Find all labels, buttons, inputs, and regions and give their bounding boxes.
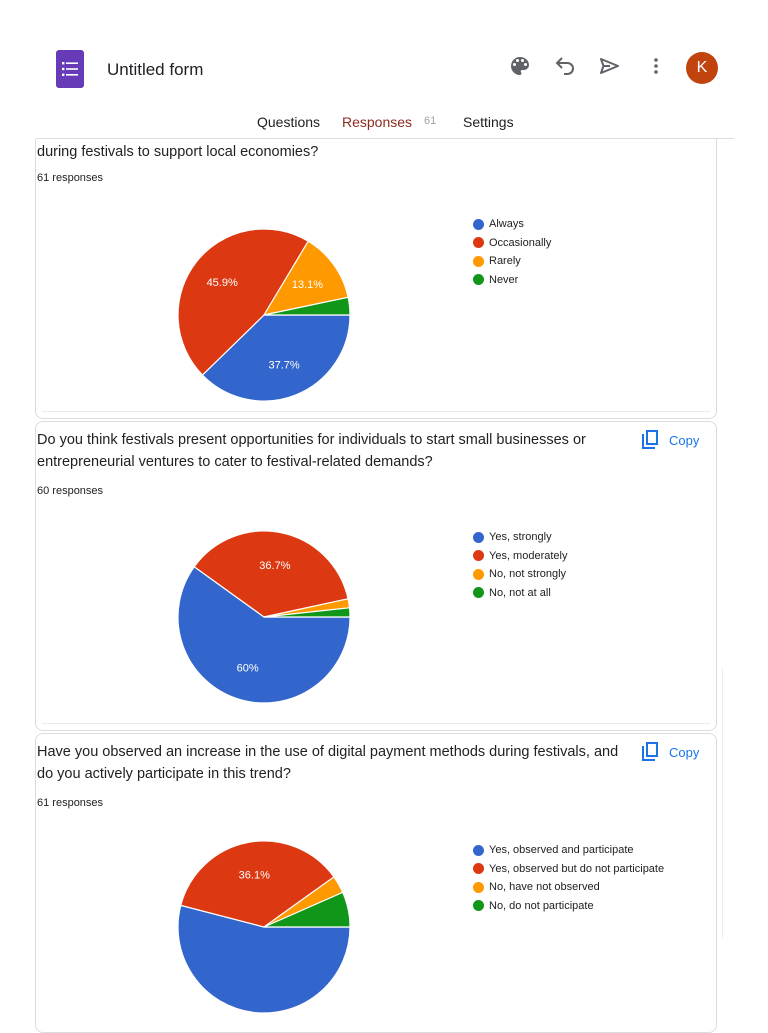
tab-questions[interactable]: Questions: [257, 114, 321, 130]
legend-item: Never: [473, 271, 551, 290]
pie-slice-no-not-at-all: [263, 607, 351, 618]
palette-icon[interactable]: [508, 54, 532, 78]
header-divider: [36, 138, 734, 139]
legend-item: No, not at all: [473, 584, 567, 603]
legend-item: Always: [473, 215, 551, 234]
tab-responses[interactable]: Responses: [342, 114, 413, 130]
copy-button[interactable]: Copy: [641, 740, 699, 764]
pie-data-label: 37.7%: [268, 359, 299, 371]
pie-slice-yes-observed-but-do-not-participate: [180, 840, 335, 928]
pie-slice-occasionally: [177, 228, 310, 376]
pie-slice-yes-moderately: [193, 530, 349, 618]
legend-item: Occasionally: [473, 234, 551, 253]
response-count: 61 responses: [37, 172, 104, 184]
undo-icon[interactable]: [553, 54, 577, 78]
legend-label: Yes, observed and participate: [489, 844, 634, 857]
legend-label: Rarely: [489, 255, 521, 268]
responses-count-badge: 61: [424, 115, 437, 127]
legend-swatch: [473, 237, 484, 249]
legend-item: No, not strongly: [473, 565, 567, 584]
legend-item: No, do not participate: [473, 897, 664, 916]
copy-icon: [642, 430, 658, 449]
legend-swatch: [473, 881, 484, 893]
question-card: Have you observed an increase in the use…: [35, 733, 717, 1033]
response-count: 61 responses: [37, 797, 104, 809]
forms-logo-icon[interactable]: [56, 50, 84, 88]
pie-slice-no-do-not-participate: [263, 891, 351, 928]
legend-swatch: [473, 255, 484, 267]
pie-slice-always: [201, 314, 351, 402]
chart-legend: Yes, strongly Yes, moderately No, not st…: [473, 528, 567, 602]
form-title[interactable]: Untitled form: [107, 60, 204, 79]
legend-swatch: [473, 531, 484, 543]
pie-data-label: 36.1%: [239, 870, 270, 882]
question-title: Have you observed an increase in the use…: [37, 744, 619, 782]
legend-item: Yes, observed but do not participate: [473, 860, 664, 879]
legend-swatch: [473, 844, 484, 856]
chart-legend: Always Occasionally Rarely Never: [473, 215, 551, 289]
pie-slice-yes-observed-and-participate: [177, 904, 351, 1014]
legend-item: Yes, observed and participate: [473, 841, 664, 860]
question-card: during festivals to support local econom…: [35, 139, 717, 419]
app-header: Untitled form K Questions Responses 61 S…: [0, 0, 768, 140]
legend-label: No, do not participate: [489, 899, 594, 912]
pie-data-label: 13.1%: [292, 279, 323, 291]
pie-chart: 60% 36.7%: [177, 530, 351, 704]
legend-swatch: [473, 218, 484, 230]
copy-label: Copy: [669, 744, 700, 760]
pie-slice-rarely: [262, 240, 349, 316]
legend-swatch: [473, 550, 484, 562]
legend-label: Yes, strongly: [489, 531, 552, 544]
question-title: during festivals to support local econom…: [37, 144, 319, 160]
pie-data-label: 36.7%: [259, 560, 290, 572]
legend-swatch: [473, 863, 484, 875]
legend-item: Rarely: [473, 252, 551, 271]
legend-item: No, have not observed: [473, 878, 664, 897]
question-card: Do you think festivals present opportuni…: [35, 421, 717, 731]
legend-label: No, have not observed: [489, 881, 600, 894]
response-count: 60 responses: [37, 485, 104, 497]
card-divider: [42, 411, 710, 412]
more-vert-icon[interactable]: [644, 54, 668, 78]
legend-label: Always: [489, 218, 524, 231]
legend-swatch: [473, 274, 484, 286]
legend-swatch: [473, 900, 484, 912]
legend-label: No, not at all: [489, 586, 551, 599]
pie-data-label: 45.9%: [207, 277, 238, 289]
legend-label: Yes, observed but do not participate: [489, 862, 665, 875]
pie-slice-never: [263, 296, 351, 316]
copy-icon: [642, 742, 658, 761]
send-icon[interactable]: [597, 54, 621, 78]
tab-bar: Questions Responses 61 Settings: [0, 114, 768, 138]
copy-label: Copy: [669, 432, 700, 448]
legend-label: Occasionally: [489, 236, 552, 249]
question-title: Do you think festivals present opportuni…: [37, 432, 586, 470]
pie-data-label: 60%: [237, 663, 259, 675]
legend-item: Yes, strongly: [473, 528, 567, 547]
pie-chart: 37.7% 45.9% 13.1%: [177, 228, 351, 402]
avatar[interactable]: K: [686, 52, 718, 84]
legend-swatch: [473, 568, 484, 580]
legend-label: No, not strongly: [489, 568, 567, 581]
legend-swatch: [473, 587, 484, 599]
chart-legend: Yes, observed and participate Yes, obser…: [473, 841, 664, 915]
pie-slice-yes-strongly: [177, 565, 351, 704]
scrollbar[interactable]: [722, 668, 735, 938]
legend-label: Never: [489, 273, 519, 286]
tab-settings[interactable]: Settings: [463, 114, 514, 130]
copy-button[interactable]: Copy: [641, 428, 699, 452]
legend-label: Yes, moderately: [489, 549, 568, 562]
card-divider: [42, 723, 710, 724]
pie-chart: 36.1%: [177, 840, 351, 1014]
legend-item: Yes, moderately: [473, 547, 567, 566]
